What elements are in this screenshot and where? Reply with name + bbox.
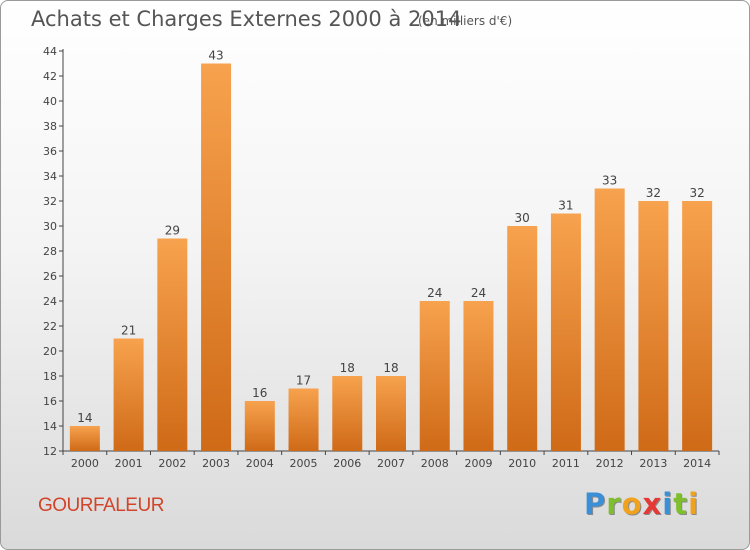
y-tick-label: 36: [43, 145, 57, 158]
y-tick-label: 18: [43, 370, 57, 383]
y-tick-label: 40: [43, 95, 57, 108]
x-tick-label-2007: 2007: [377, 457, 405, 470]
x-tick-label-2008: 2008: [421, 457, 449, 470]
x-tick-label-2001: 2001: [115, 457, 143, 470]
y-tick-label: 14: [43, 420, 57, 433]
x-tick-label-2011: 2011: [552, 457, 580, 470]
data-label-2001: 21: [121, 324, 136, 338]
x-tick-label-2004: 2004: [246, 457, 274, 470]
bar-2001: [113, 338, 144, 451]
x-tick-label-2013: 2013: [639, 457, 667, 470]
data-label-2009: 24: [471, 286, 486, 300]
data-label-2008: 24: [427, 286, 442, 300]
axes: 12 14 16 18 20 22 24 26 28 30 32 34 36 38 40 42 44 2000 20…: [43, 45, 720, 470]
y-tick-label: 32: [43, 195, 57, 208]
y-tick-label: 24: [43, 295, 57, 308]
y-tick-label: 26: [43, 270, 57, 283]
y-tick-label: 30: [43, 220, 57, 233]
data-label-2004: 16: [252, 386, 267, 400]
bar-2006: [332, 376, 363, 451]
logo-letter: x: [642, 487, 663, 521]
y-tick-label: 28: [43, 245, 57, 258]
y-tick-label: 20: [43, 345, 57, 358]
bar-2009: [463, 301, 494, 451]
bar-2008: [419, 301, 450, 451]
bar-2002: [157, 238, 188, 451]
bar-2000: [69, 426, 100, 451]
logo-letter: P: [584, 487, 607, 521]
data-label-2002: 29: [165, 224, 180, 238]
y-tick-label: 12: [43, 445, 57, 458]
logo-letter: r: [606, 487, 622, 521]
bar-2007: [376, 376, 406, 451]
place-name: GOURFALEUR: [38, 495, 164, 516]
logo-letter: i: [688, 487, 700, 521]
bar-2014: [682, 201, 713, 451]
y-tick-label: 42: [43, 70, 57, 83]
x-tick-label-2002: 2002: [158, 457, 186, 470]
x-tick-label-2000: 2000: [71, 457, 99, 470]
data-label-2003: 43: [208, 49, 223, 63]
data-label-2011: 31: [558, 199, 573, 213]
data-label-2010: 30: [515, 211, 530, 225]
bar-2005: [288, 388, 319, 451]
y-tick-label: 22: [43, 320, 57, 333]
x-tick-label-2009: 2009: [464, 457, 492, 470]
bar-2012: [594, 188, 625, 451]
x-tick-label-2012: 2012: [596, 457, 624, 470]
bar-2003: [201, 63, 232, 451]
logo-letter: o: [621, 487, 643, 521]
chart-subtitle: (en milliers d'€): [418, 14, 513, 28]
data-label-2005: 17: [296, 374, 311, 388]
bar-2010: [507, 226, 538, 451]
chart-title: Achats et Charges Externes 2000 à 2014: [31, 7, 462, 31]
bar-2004: [244, 401, 275, 451]
y-tick-label: 44: [43, 45, 57, 58]
x-tick-label-2003: 2003: [202, 457, 230, 470]
y-tick-label: 34: [43, 170, 57, 183]
bar-2013: [638, 201, 669, 451]
data-label-2007: 18: [383, 361, 398, 375]
x-tick-label-2010: 2010: [508, 457, 536, 470]
logo-letter: i: [662, 487, 674, 521]
bars-group: 14 21 29 43 16 17 18 18 24 24 30 31 33 32 32: [69, 49, 713, 451]
y-tick-label: 16: [43, 395, 57, 408]
x-tick-label-2014: 2014: [683, 457, 711, 470]
x-tick-label-2006: 2006: [333, 457, 361, 470]
data-label-2014: 32: [689, 186, 704, 200]
proxiti-logo: Proxiti: [584, 487, 699, 521]
x-tick-label-2005: 2005: [290, 457, 318, 470]
bar-2011: [550, 213, 581, 451]
data-label-2012: 33: [602, 174, 617, 188]
data-label-2013: 32: [646, 186, 661, 200]
data-label-2006: 18: [340, 361, 355, 375]
data-label-2000: 14: [77, 411, 92, 425]
logo-letter: t: [673, 487, 689, 521]
y-tick-label: 38: [43, 120, 57, 133]
